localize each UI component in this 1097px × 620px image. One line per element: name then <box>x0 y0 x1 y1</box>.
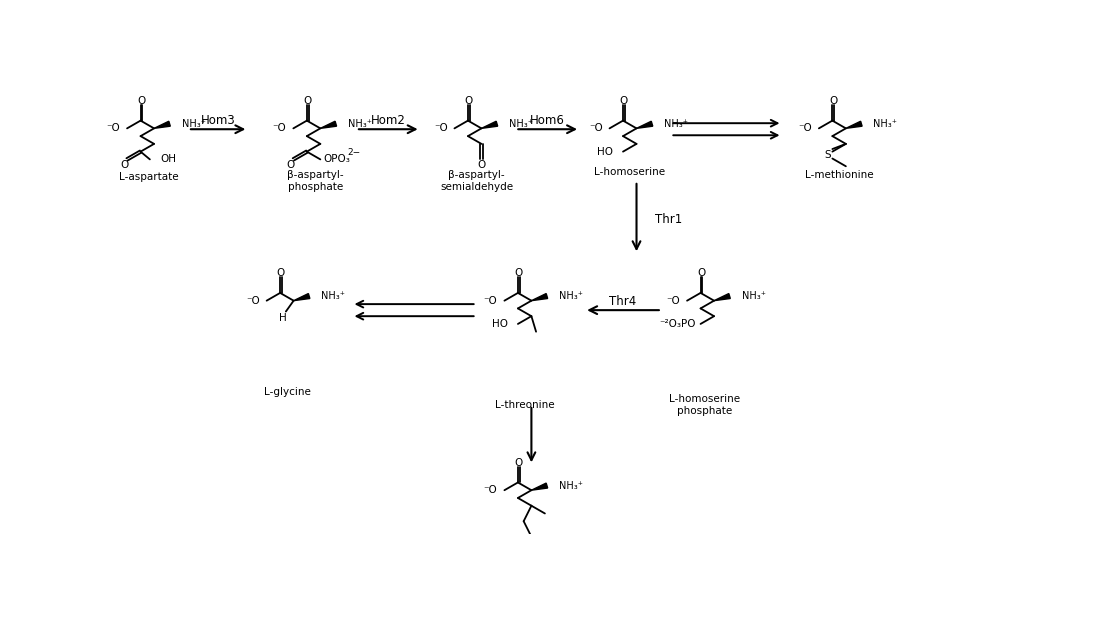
Polygon shape <box>846 122 862 128</box>
Text: S: S <box>825 150 832 160</box>
Text: O: O <box>829 96 837 106</box>
Text: O: O <box>304 96 312 106</box>
Text: L-homoserine
phosphate: L-homoserine phosphate <box>669 394 740 416</box>
Text: ⁻O: ⁻O <box>666 296 680 306</box>
Text: NH₃⁺: NH₃⁺ <box>664 118 688 129</box>
Polygon shape <box>482 122 498 128</box>
Text: O: O <box>276 268 285 278</box>
Text: HO: HO <box>491 319 508 329</box>
Text: NH₃⁺: NH₃⁺ <box>559 291 583 301</box>
Text: ⁻²O₃PO: ⁻²O₃PO <box>659 319 697 329</box>
Text: L-methionine: L-methionine <box>805 170 873 180</box>
Text: 2−: 2− <box>347 148 360 157</box>
Text: β-aspartyl-
semialdehyde: β-aspartyl- semialdehyde <box>440 170 513 192</box>
Text: ⁻O: ⁻O <box>484 296 498 306</box>
Text: NH₃⁺: NH₃⁺ <box>182 118 205 129</box>
Text: NH₃⁺: NH₃⁺ <box>509 118 533 129</box>
Text: Hom3: Hom3 <box>201 114 236 127</box>
Text: HO: HO <box>597 146 613 157</box>
Text: O: O <box>137 96 146 106</box>
Polygon shape <box>531 293 547 301</box>
Text: O: O <box>477 159 486 169</box>
Polygon shape <box>320 122 337 128</box>
Text: L-homoserine: L-homoserine <box>595 167 666 177</box>
Text: Thr1: Thr1 <box>656 213 682 226</box>
Polygon shape <box>531 483 547 490</box>
Text: Hom6: Hom6 <box>530 114 565 127</box>
Text: L-threonine: L-threonine <box>495 400 555 410</box>
Text: β-aspartyl-
phosphate: β-aspartyl- phosphate <box>287 170 343 192</box>
Polygon shape <box>636 122 653 128</box>
Text: L-aspartate: L-aspartate <box>120 172 179 182</box>
Text: O: O <box>514 268 523 278</box>
Text: ⁻O: ⁻O <box>433 123 448 133</box>
Text: O: O <box>465 96 473 106</box>
Polygon shape <box>294 293 309 301</box>
Text: ⁻O: ⁻O <box>273 123 286 133</box>
Text: Hom2: Hom2 <box>371 114 405 127</box>
Text: L-glycine: L-glycine <box>263 387 310 397</box>
Text: ⁻O: ⁻O <box>106 123 121 133</box>
Text: O: O <box>698 268 705 278</box>
Text: ⁻O: ⁻O <box>799 123 812 133</box>
Text: NH₃⁺: NH₃⁺ <box>873 118 897 129</box>
Polygon shape <box>714 293 731 301</box>
Polygon shape <box>154 122 170 128</box>
Text: OPO₃: OPO₃ <box>323 154 350 164</box>
Text: NH₃⁺: NH₃⁺ <box>321 291 346 301</box>
Text: NH₃⁺: NH₃⁺ <box>559 480 583 490</box>
Text: H: H <box>280 314 287 324</box>
Text: O: O <box>286 159 295 169</box>
Text: OH: OH <box>160 154 177 164</box>
Text: ⁻O: ⁻O <box>484 485 498 495</box>
Text: ⁻O: ⁻O <box>246 296 260 306</box>
Text: Thr4: Thr4 <box>610 295 636 308</box>
Text: O: O <box>620 96 627 106</box>
Text: NH₃⁺: NH₃⁺ <box>742 291 766 301</box>
Text: ⁻O: ⁻O <box>589 123 602 133</box>
Text: O: O <box>514 458 523 467</box>
Text: NH₃⁺: NH₃⁺ <box>348 118 372 129</box>
Text: O: O <box>121 159 128 169</box>
